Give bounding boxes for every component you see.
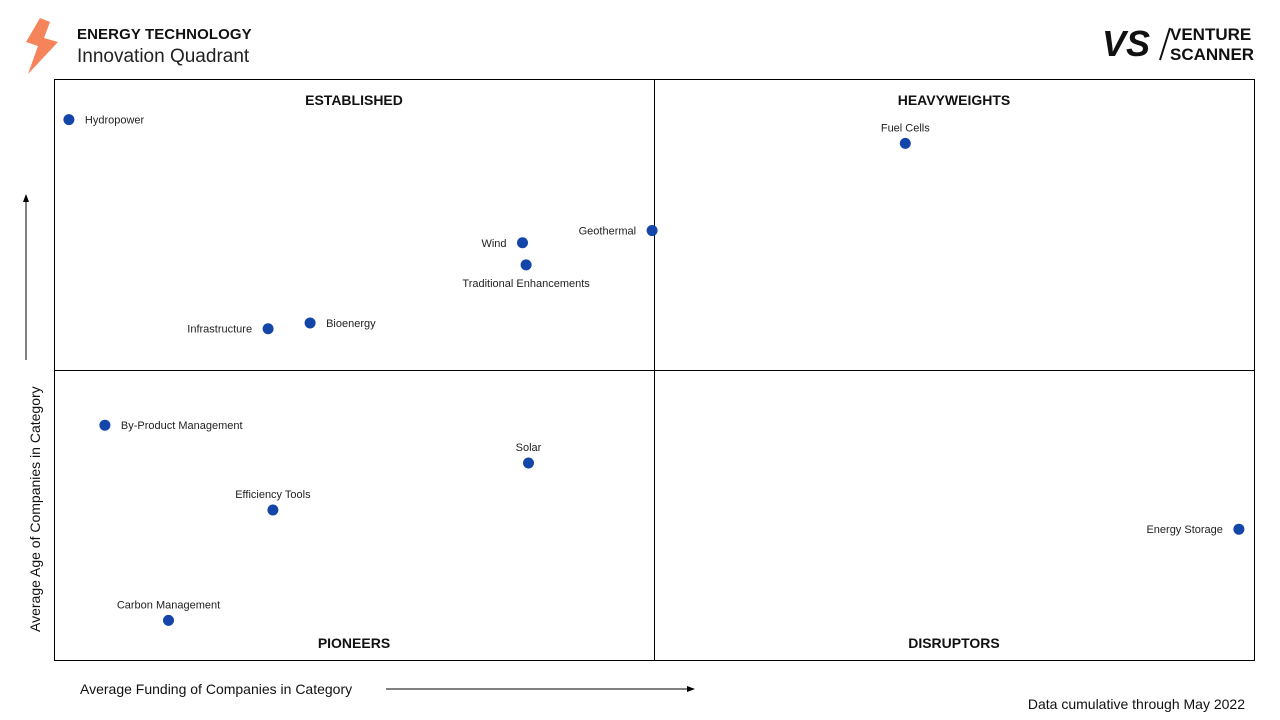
page-subtitle: Innovation Quadrant (77, 46, 250, 67)
y-axis-arrowhead (23, 194, 29, 202)
brand-mark: VS (1102, 23, 1150, 64)
data-point (262, 323, 274, 335)
quadrant-label-established: ESTABLISHED (305, 92, 403, 108)
data-point-label: Geothermal (579, 226, 636, 238)
data-point-label: Fuel Cells (881, 122, 930, 134)
venture-scanner-logo: VS VENTURE SCANNER (1102, 23, 1254, 64)
data-point-label: Energy Storage (1146, 524, 1222, 536)
data-point (1233, 523, 1245, 535)
brand-slash (1159, 27, 1171, 61)
data-point (520, 259, 532, 271)
data-point-label: Traditional Enhancements (462, 278, 590, 290)
quadrant-label-heavyweights: HEAVYWEIGHTS (898, 92, 1011, 108)
lightning-bolt-icon (26, 18, 58, 74)
y-axis-label: Average Age of Companies in Category (27, 386, 43, 632)
brand-name-line2: SCANNER (1170, 45, 1254, 64)
data-point (99, 419, 111, 431)
points-layer: Hydropower Fuel Cells Geothermal Wind Tradit… (63, 114, 1245, 626)
data-point-label: Carbon Management (117, 599, 220, 611)
brand-name-line1: VENTURE (1170, 25, 1251, 44)
page-title: ENERGY TECHNOLOGY (77, 26, 252, 43)
data-point (899, 137, 911, 149)
data-point-label: Efficiency Tools (235, 489, 311, 501)
quadrant-label-pioneers: PIONEERS (318, 635, 390, 651)
data-point-label: Bioenergy (326, 318, 376, 330)
data-point-label: Solar (516, 442, 542, 454)
data-point (523, 457, 534, 469)
data-point-label: By-Product Management (121, 420, 243, 432)
data-point (63, 114, 75, 126)
x-axis-arrowhead (687, 686, 695, 692)
data-point (304, 317, 316, 329)
data-point (267, 504, 279, 516)
data-point-label: Hydropower (85, 115, 145, 127)
data-point (517, 237, 528, 249)
data-point-label: Wind (481, 238, 506, 250)
quadrant-label-disruptors: DISRUPTORS (908, 635, 1000, 651)
data-point (646, 225, 658, 237)
x-axis-label: Average Funding of Companies in Category (80, 681, 353, 697)
lightning-bolt-shape (26, 18, 58, 74)
data-point-label: Infrastructure (187, 324, 252, 336)
data-point (163, 614, 174, 626)
data-footnote: Data cumulative through May 2022 (1027, 696, 1245, 712)
